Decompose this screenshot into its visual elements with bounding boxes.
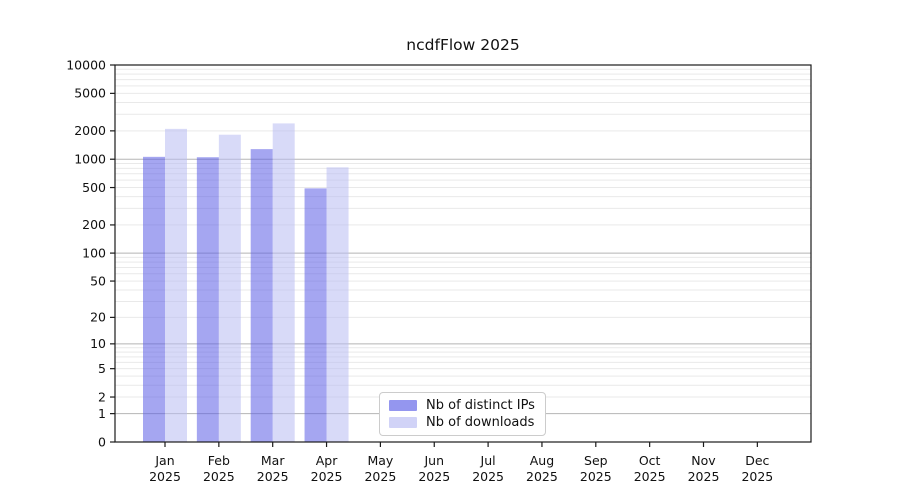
x-tick-label-year: 2025	[364, 469, 396, 484]
legend-swatch-distinct-ips	[389, 400, 417, 411]
x-tick-label-year: 2025	[741, 469, 773, 484]
legend-swatch-downloads	[389, 417, 417, 428]
legend-label-downloads: Nb of downloads	[426, 415, 535, 430]
x-tick-label-month: Feb	[208, 453, 230, 468]
y-tick-label: 20	[90, 310, 106, 325]
x-tick-label-year: 2025	[472, 469, 504, 484]
x-tick-label-year: 2025	[526, 469, 558, 484]
y-tick-label: 2000	[74, 123, 106, 138]
x-tick-label-month: Dec	[745, 453, 769, 468]
y-tick-label: 100	[82, 245, 106, 260]
x-tick-label-year: 2025	[149, 469, 181, 484]
legend-item-distinct-ips: Nb of distinct IPs	[389, 398, 537, 413]
bar-downloads-jan	[165, 128, 187, 442]
x-tick-label-year: 2025	[311, 469, 343, 484]
x-tick-label-month: Jan	[154, 453, 174, 468]
x-tick-label-year: 2025	[688, 469, 720, 484]
x-tick-label-year: 2025	[203, 469, 235, 484]
x-tick-label-year: 2025	[418, 469, 450, 484]
x-tick-label-year: 2025	[634, 469, 666, 484]
x-tick-label-month: Aug	[530, 453, 554, 468]
chart-title: ncdfFlow 2025	[406, 36, 520, 54]
x-tick-label-month: Jun	[423, 453, 444, 468]
bar-distinct-ips-jan	[143, 156, 165, 443]
legend: Nb of distinct IPs Nb of downloads	[379, 392, 546, 436]
bar-downloads-apr	[326, 167, 349, 442]
legend-item-downloads: Nb of downloads	[389, 415, 537, 430]
x-tick-label-year: 2025	[257, 469, 289, 484]
x-tick-label-month: Sep	[584, 453, 608, 468]
x-tick-label-month: May	[367, 453, 393, 468]
y-tick-label: 200	[82, 217, 106, 232]
bar-downloads-mar	[272, 123, 295, 443]
x-tick-label-month: Mar	[261, 453, 285, 468]
bar-distinct-ips-apr	[304, 188, 327, 442]
y-tick-label: 10000	[66, 57, 106, 72]
bar-distinct-ips-feb	[196, 157, 219, 442]
x-tick-label-month: Oct	[639, 453, 661, 468]
legend-label-distinct-ips: Nb of distinct IPs	[426, 398, 535, 413]
x-tick-label-month: Nov	[691, 453, 716, 468]
y-tick-label: 10	[90, 336, 106, 351]
bar-downloads-feb	[218, 134, 241, 442]
y-tick-label: 500	[82, 180, 106, 195]
y-tick-label: 5	[98, 361, 106, 376]
y-tick-label: 2	[98, 389, 106, 404]
x-tick-label-year: 2025	[580, 469, 612, 484]
x-tick-label-month: Jul	[480, 453, 496, 468]
x-tick-label-month: Apr	[316, 453, 338, 468]
y-tick-label: 50	[90, 273, 106, 288]
y-tick-label: 1	[98, 406, 106, 421]
y-tick-label: 5000	[74, 86, 106, 101]
y-tick-label: 1000	[74, 152, 106, 167]
y-tick-label: 0	[98, 434, 106, 449]
bar-distinct-ips-mar	[250, 149, 273, 442]
